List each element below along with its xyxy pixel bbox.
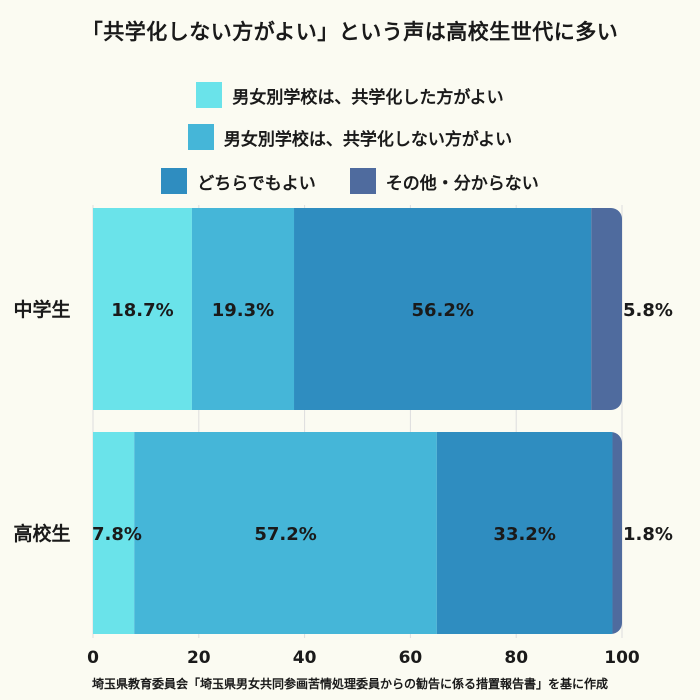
legend-label-3: どちらでもよい bbox=[197, 173, 316, 194]
chart-title: 「共学化しない方がよい」という声は高校生世代に多い bbox=[81, 20, 619, 44]
x-tick-label-0: 0 bbox=[87, 648, 99, 668]
legend-item-3: どちらでもよい bbox=[161, 168, 316, 194]
legend-item-4: その他・分からない bbox=[349, 168, 539, 194]
value-label-1-2: 33.2% bbox=[493, 524, 555, 545]
source-note: 埼玉県教育委員会「埼玉県男女共同参画苦情処理委員からの勧告に係る措置報告書」を基… bbox=[91, 677, 608, 691]
legend-swatch-4 bbox=[349, 168, 376, 194]
bar-segment-1-1 bbox=[134, 432, 437, 634]
bar-segment-1-3 bbox=[612, 432, 622, 634]
bar-segment-0-1 bbox=[191, 208, 295, 410]
x-tick-label-4: 80 bbox=[504, 648, 528, 668]
bar-group-1 bbox=[93, 432, 622, 634]
value-label-1-1: 57.2% bbox=[254, 524, 316, 545]
legend-label-2: 男女別学校は、共学化しない方がよい bbox=[223, 129, 513, 150]
value-label-0-0: 18.7% bbox=[111, 300, 173, 321]
bar-group-0 bbox=[93, 208, 622, 410]
bar-segment-0-2 bbox=[294, 208, 592, 410]
bar-segment-1-0 bbox=[93, 432, 135, 634]
legend-swatch-2 bbox=[187, 124, 214, 150]
value-label-0-2: 56.2% bbox=[411, 300, 473, 321]
legend-row-3: どちらでもよい その他・分からない bbox=[0, 168, 700, 194]
x-tick-label-5: 100 bbox=[604, 648, 640, 668]
bar-segment-0-0 bbox=[93, 208, 192, 410]
value-label-0-3: 5.8% bbox=[623, 300, 673, 321]
legend-row-2: 男女別学校は、共学化しない方がよい bbox=[0, 124, 700, 150]
x-tick-label-3: 60 bbox=[399, 648, 423, 668]
x-tick-label-1: 20 bbox=[187, 648, 211, 668]
category-label-0: 中学生 bbox=[13, 298, 70, 321]
bar-segment-1-2 bbox=[436, 432, 613, 634]
legend-swatch-3 bbox=[161, 168, 188, 194]
legend-swatch-1 bbox=[196, 82, 223, 108]
value-label-1-0: 7.8% bbox=[92, 524, 142, 545]
value-label-1-3: 1.8% bbox=[623, 524, 673, 545]
legend-label-4: その他・分からない bbox=[385, 173, 539, 194]
x-tick-label-2: 40 bbox=[293, 648, 317, 668]
legend-label-1: 男女別学校は、共学化した方がよい bbox=[232, 87, 504, 108]
legend-item-1: 男女別学校は、共学化した方がよい bbox=[196, 82, 504, 108]
legend-item-2: 男女別学校は、共学化しない方がよい bbox=[187, 124, 513, 150]
category-label-1: 高校生 bbox=[13, 522, 70, 545]
value-label-0-1: 19.3% bbox=[212, 300, 274, 321]
bar-segment-0-3 bbox=[591, 208, 622, 410]
legend-row-1: 男女別学校は、共学化した方がよい bbox=[0, 82, 700, 108]
